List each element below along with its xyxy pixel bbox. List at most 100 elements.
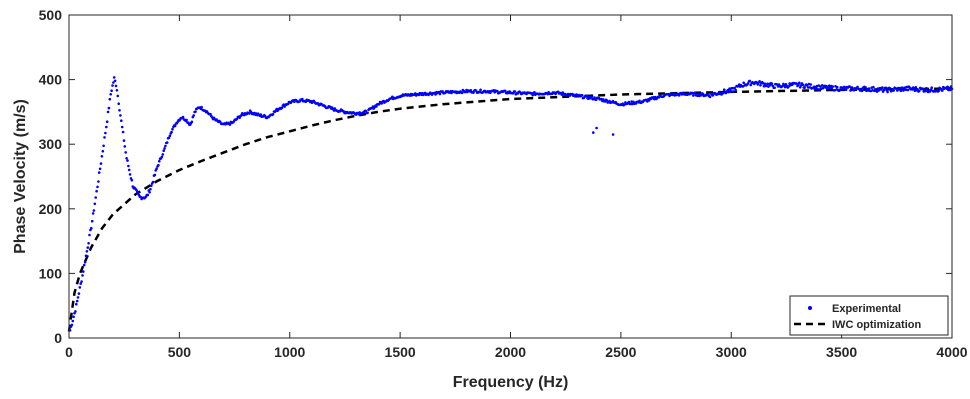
experimental-point [97, 180, 100, 183]
experimental-point [100, 155, 104, 158]
legend-label-iwc-optimization: IWC optimization [832, 319, 921, 331]
y-tick-label: 0 [54, 330, 62, 346]
y-tick-label: 300 [39, 136, 63, 152]
experimental-point [921, 87, 925, 91]
experimental-point [763, 82, 767, 85]
experimental-point [708, 95, 712, 99]
experimental-point [72, 315, 75, 319]
experimental-point [806, 86, 810, 89]
chart-legend: Experimental IWC optimization [789, 295, 949, 336]
experimental-point [84, 254, 88, 258]
experimental-point [888, 87, 892, 90]
x-tick-label: 3000 [716, 344, 747, 360]
experimental-point [168, 134, 172, 138]
experimental-point [86, 246, 90, 249]
experimental-point [103, 136, 106, 139]
experimental-point [438, 92, 442, 96]
experimental-point [83, 260, 87, 264]
experimental-point [87, 242, 90, 245]
experimental-point [119, 114, 122, 117]
experimental-point [113, 79, 117, 83]
experimental-point [71, 319, 75, 323]
experimental-point [460, 91, 464, 95]
experimental-point [647, 99, 651, 102]
y-tick-label: 200 [39, 201, 63, 217]
experimental-point [513, 90, 517, 93]
experimental-point [585, 94, 588, 98]
experimental-point [98, 167, 102, 171]
experimental-point [130, 179, 134, 182]
experimental-point [90, 219, 94, 223]
y-tick-label: 100 [39, 265, 63, 281]
experimental-point [881, 86, 884, 89]
experimental-point [916, 88, 919, 91]
experimental-point [79, 282, 82, 285]
experimental-point [75, 302, 78, 306]
experimental-point [163, 147, 166, 150]
experimental-point [925, 86, 928, 90]
experimental-point [259, 113, 263, 116]
experimental-point [375, 105, 378, 108]
experimental-point [190, 120, 194, 124]
experimental-point [937, 89, 941, 93]
experimental-point [366, 111, 369, 115]
experimental-point [798, 81, 801, 85]
experimental-point [81, 274, 84, 277]
experimental-point [155, 167, 158, 170]
experimental-point [171, 127, 174, 131]
experimental-point [88, 233, 91, 237]
experimental-point [844, 88, 848, 91]
experimental-point [112, 76, 116, 79]
experimental-point [111, 84, 114, 87]
experimental-point [918, 89, 921, 93]
experimental-point [886, 90, 889, 94]
experimental-point [121, 130, 125, 134]
experimental-point [91, 212, 95, 215]
experimental-point-outlier [611, 133, 615, 136]
experimental-point [117, 102, 120, 105]
experimental-point [127, 168, 131, 172]
experimental-point [105, 125, 108, 129]
x-tick-label: 2500 [605, 344, 636, 360]
experimental-point [95, 189, 98, 193]
experimental-point [94, 196, 97, 199]
experimental-point [872, 85, 875, 89]
legend-marker-experimental [808, 306, 812, 310]
experimental-point [280, 106, 284, 110]
experimental-point [161, 153, 165, 156]
experimental-point [605, 99, 609, 102]
experimental-point [283, 105, 286, 108]
experimental-point [124, 151, 127, 154]
experimental-point [479, 88, 482, 92]
experimental-point [733, 86, 737, 90]
experimental-point [173, 124, 177, 128]
experimental-point [867, 87, 871, 90]
experimental-point [742, 81, 745, 85]
experimental-point [797, 83, 800, 87]
experimental-point [731, 90, 735, 93]
experimental-point [74, 310, 77, 313]
experimental-point-outlier [592, 131, 595, 134]
x-tick-label: 1500 [385, 344, 416, 360]
experimental-point [734, 88, 737, 92]
experimental-point [496, 89, 499, 93]
experimental-point [377, 102, 381, 106]
experimental-point [126, 159, 129, 162]
experimental-point [248, 112, 251, 115]
experimental-point [801, 83, 805, 86]
experimental-point [884, 86, 888, 90]
experimental-point [773, 86, 776, 89]
experimental-point [80, 280, 83, 283]
experimental-point [271, 112, 275, 116]
experimental-point [128, 173, 132, 176]
experimental-point [170, 130, 173, 134]
experimental-point [125, 157, 128, 160]
experimental-point [165, 141, 169, 144]
x-tick-label: 500 [168, 344, 192, 360]
experimental-point [914, 86, 918, 89]
experimental-point [192, 114, 195, 117]
experimental-point [849, 89, 852, 92]
experimental-point [768, 83, 772, 87]
experimental-point [590, 95, 594, 99]
